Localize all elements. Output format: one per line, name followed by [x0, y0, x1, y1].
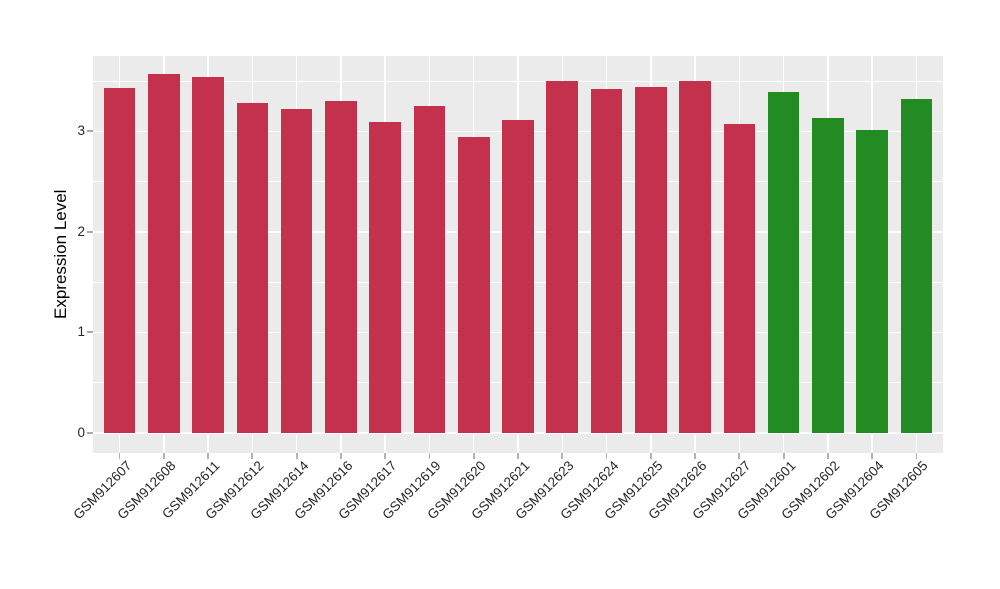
bar-GSM912601	[767, 92, 800, 433]
x-axis-tick	[251, 453, 254, 459]
x-axis-tick	[649, 453, 652, 459]
x-axis-tick	[118, 453, 121, 459]
x-axis-tick	[295, 453, 298, 459]
bar-GSM912619	[413, 106, 446, 433]
x-axis-tick	[871, 453, 874, 459]
y-tick-label: 0	[77, 424, 85, 440]
bar-GSM912602	[812, 118, 844, 433]
x-axis-tick	[694, 453, 696, 459]
x-axis-tick	[738, 453, 741, 459]
y-axis-tick	[87, 230, 93, 233]
y-axis-tick	[87, 431, 93, 434]
y-axis-tick	[87, 331, 93, 334]
bar-GSM912614	[280, 109, 313, 433]
bar-GSM912620	[457, 137, 490, 433]
y-axis-tick	[87, 130, 93, 133]
bar-GSM912624	[590, 89, 623, 433]
bar-GSM912617	[369, 122, 402, 433]
bar-GSM912623	[546, 81, 579, 433]
bar-GSM912626	[679, 81, 711, 433]
x-axis-tick	[561, 453, 564, 459]
y-tick-label: 3	[77, 123, 85, 139]
bar-GSM912612	[236, 103, 269, 433]
x-axis-tick	[826, 453, 829, 459]
x-axis-tick	[472, 453, 475, 459]
bar-GSM912627	[723, 124, 756, 433]
x-axis-tick	[384, 453, 387, 459]
bar-GSM912608	[147, 74, 180, 433]
y-tick-label: 2	[77, 223, 85, 239]
bar-GSM912621	[502, 120, 534, 433]
x-axis-tick	[340, 453, 342, 459]
x-axis-tick	[782, 453, 785, 459]
bar-GSM912625	[634, 87, 667, 433]
bar-GSM912604	[856, 130, 888, 433]
x-axis-tick	[428, 453, 431, 459]
bar-GSM912611	[192, 77, 224, 433]
x-axis-tick	[162, 453, 165, 459]
x-axis-tick	[605, 453, 608, 459]
bar-GSM912605	[900, 99, 933, 433]
bar-GSM912607	[103, 88, 136, 433]
x-axis-tick	[517, 453, 519, 459]
y-axis-title: Expression Level	[51, 189, 70, 320]
bar-GSM912616	[325, 101, 357, 433]
plot-panel	[93, 56, 943, 453]
x-axis-tick	[915, 453, 918, 459]
y-tick-label: 1	[77, 324, 85, 340]
x-axis-tick	[207, 453, 209, 459]
